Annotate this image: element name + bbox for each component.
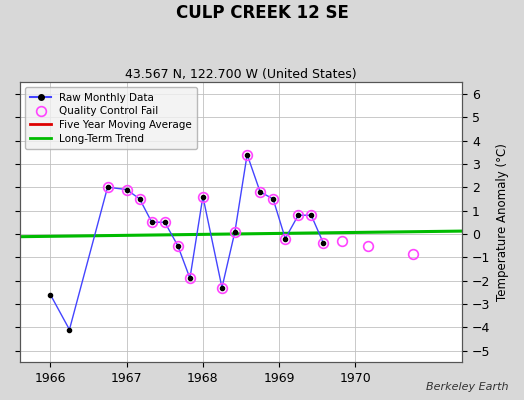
Text: CULP CREEK 12 SE: CULP CREEK 12 SE: [176, 4, 348, 22]
Y-axis label: Temperature Anomaly (°C): Temperature Anomaly (°C): [496, 143, 509, 301]
Text: Berkeley Earth: Berkeley Earth: [426, 382, 508, 392]
Legend: Raw Monthly Data, Quality Control Fail, Five Year Moving Average, Long-Term Tren: Raw Monthly Data, Quality Control Fail, …: [25, 87, 198, 149]
Title: 43.567 N, 122.700 W (United States): 43.567 N, 122.700 W (United States): [125, 68, 357, 81]
